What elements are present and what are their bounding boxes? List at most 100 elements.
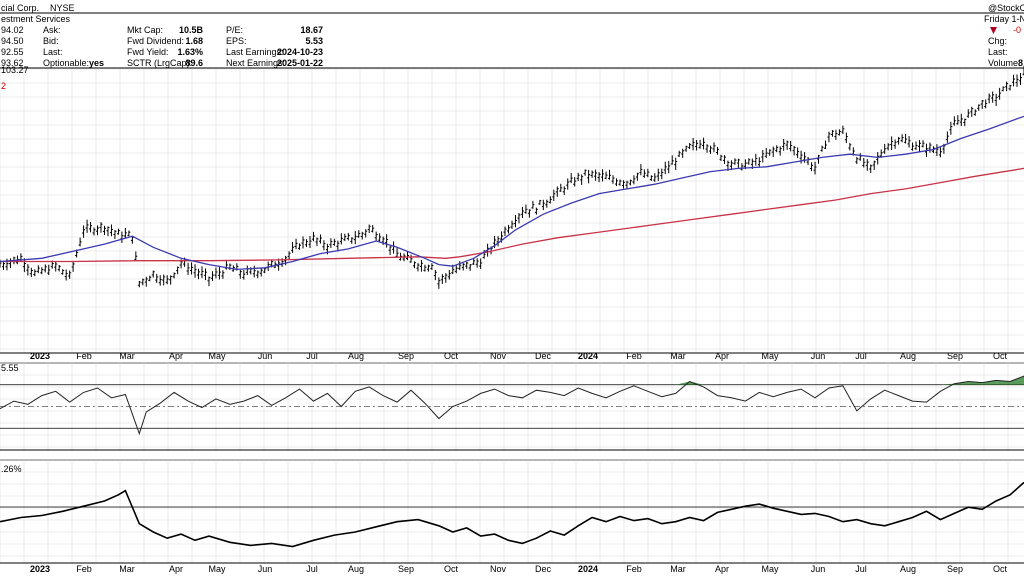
last-label-right: Last: [988, 47, 1008, 57]
rsi-fill [940, 383, 955, 385]
x-axis-tick-label: Oct [444, 564, 459, 574]
fwd-dividend-value: 1.68 [185, 36, 203, 46]
change-value: -0 [1013, 25, 1021, 35]
x-axis-tick-label: Sep [947, 351, 963, 361]
x-axis-tick-label: Dec [535, 564, 552, 574]
eps-value: 5.53 [305, 36, 323, 46]
x-axis-tick-label: May [761, 564, 779, 574]
x-axis-tick-label: 2023 [30, 564, 50, 574]
x-axis-tick-label: Mar [119, 564, 135, 574]
rsi-line [0, 375, 1024, 436]
price-panel: 103.27 2 2023 Feb Mar Apr May Jun Jul Aug Sep Oct… [0, 65, 1024, 361]
last-label: Last: [43, 47, 63, 57]
x-axis-labels-bottom: 2023 Feb Mar Apr May Jun Jul Aug Sep Oct Nov Dec 202… [30, 564, 1008, 574]
header-value-4: 93.62 [1, 58, 24, 68]
x-axis-tick-label: Mar [670, 564, 686, 574]
price-marker: 2 [1, 81, 6, 91]
rsi-fill [968, 381, 983, 385]
ask-label: Ask: [43, 25, 61, 35]
chart-header: cial Corp. NYSE estment Services 94.02 9… [1, 3, 1024, 68]
volume-value: 8 [1018, 58, 1023, 68]
rsi-overbought-fills [675, 376, 1024, 385]
bid-label: Bid: [43, 36, 59, 46]
x-axis-tick-label: Apr [715, 351, 729, 361]
x-axis-tick-label: Apr [169, 351, 183, 361]
down-triangle-icon [990, 27, 997, 34]
rsi-fill [1010, 376, 1024, 385]
relative-label: .26% [1, 464, 22, 474]
price-bars [0, 65, 1024, 289]
fwd-dividend-label: Fwd Dividend: [127, 36, 184, 46]
mkt-cap-label: Mkt Cap: [127, 25, 163, 35]
price-top-value: 103.27 [1, 65, 29, 75]
x-axis-tick-label: Aug [348, 351, 364, 361]
fwd-yield-value: 1.63% [177, 47, 203, 57]
last-earnings-label: Last Earnings: [226, 47, 284, 57]
x-axis-tick-label: Jun [811, 564, 826, 574]
sctr-value: 89.6 [185, 58, 203, 68]
x-axis-tick-label: Nov [490, 351, 507, 361]
optionable-label: Optionable: [43, 58, 89, 68]
x-axis-tick-label: Nov [490, 564, 507, 574]
x-axis-tick-label: Oct [993, 564, 1008, 574]
price-grid [0, 68, 1024, 353]
x-axis-tick-label: Jul [306, 564, 318, 574]
fwd-yield-label: Fwd Yield: [127, 47, 169, 57]
x-axis-tick-label: May [208, 351, 226, 361]
relative-panel: .26% 2023 Feb Mar Apr May Jun Jul Aug Sep Oct Nov D… [0, 459, 1024, 574]
sector-label: estment Services [1, 14, 71, 24]
x-axis-tick-label: Feb [76, 351, 92, 361]
x-axis-tick-label: Oct [993, 351, 1008, 361]
x-axis-tick-label: Jun [258, 564, 273, 574]
x-axis-tick-label: Jun [811, 351, 826, 361]
brand-watermark: @StockCh [988, 3, 1024, 13]
sctr-label: SCTR (LrgCap): [127, 58, 192, 68]
mkt-cap-value: 10.5B [179, 25, 204, 35]
x-axis-tick-label: Feb [626, 351, 642, 361]
x-axis-tick-label: May [761, 351, 779, 361]
pe-label: P/E: [226, 25, 243, 35]
x-axis-tick-label: Aug [900, 351, 916, 361]
company-name: cial Corp. [1, 3, 39, 13]
next-earnings-label: Next Earnings: [226, 58, 285, 68]
x-axis-tick-label: Jul [306, 351, 318, 361]
x-axis-tick-label: Aug [348, 564, 364, 574]
relative-line [0, 481, 1024, 548]
x-axis-tick-label: May [208, 564, 226, 574]
x-axis-tick-label: Apr [715, 564, 729, 574]
x-axis-tick-label: Mar [119, 351, 135, 361]
x-axis-tick-label: Feb [76, 564, 92, 574]
rsi-panel: 5.55 [0, 362, 1024, 451]
ma-long-line [0, 167, 1024, 263]
x-axis-labels-top: 2023 Feb Mar Apr May Jun Jul Aug Sep Oct Nov Dec 202… [30, 351, 1008, 361]
ma-short-line [0, 115, 1024, 271]
pe-value: 18.67 [300, 25, 323, 35]
eps-label: EPS: [226, 36, 247, 46]
chg-label: Chg: [988, 36, 1007, 46]
x-axis-tick-label: Sep [398, 564, 414, 574]
chart-date: Friday 1-No [984, 14, 1024, 24]
x-axis-tick-label: Jul [855, 564, 867, 574]
next-earnings-value: 2025-01-22 [277, 58, 323, 68]
x-axis-tick-label: Jun [258, 351, 273, 361]
relative-grid [0, 459, 1024, 563]
volume-label: Volume: [988, 58, 1021, 68]
x-axis-tick-label: 2023 [30, 351, 50, 361]
optionable-value: yes [89, 58, 104, 68]
x-axis-tick-label: Jul [855, 351, 867, 361]
x-axis-tick-label: 2024 [578, 351, 598, 361]
x-axis-tick-label: Sep [947, 564, 963, 574]
header-value-3: 92.55 [1, 47, 24, 57]
rsi-grid [0, 362, 1024, 450]
header-value-1: 94.02 [1, 25, 24, 35]
x-axis-tick-label: Feb [626, 564, 642, 574]
x-axis-tick-label: Mar [670, 351, 686, 361]
rsi-fill [689, 381, 704, 385]
exchange-label: NYSE [50, 3, 75, 13]
x-axis-tick-label: Aug [900, 564, 916, 574]
rsi-label: 5.55 [1, 363, 19, 373]
x-axis-tick-label: Apr [169, 564, 183, 574]
x-axis-tick-label: Dec [535, 351, 552, 361]
last-earnings-value: 2024-10-23 [277, 47, 323, 57]
